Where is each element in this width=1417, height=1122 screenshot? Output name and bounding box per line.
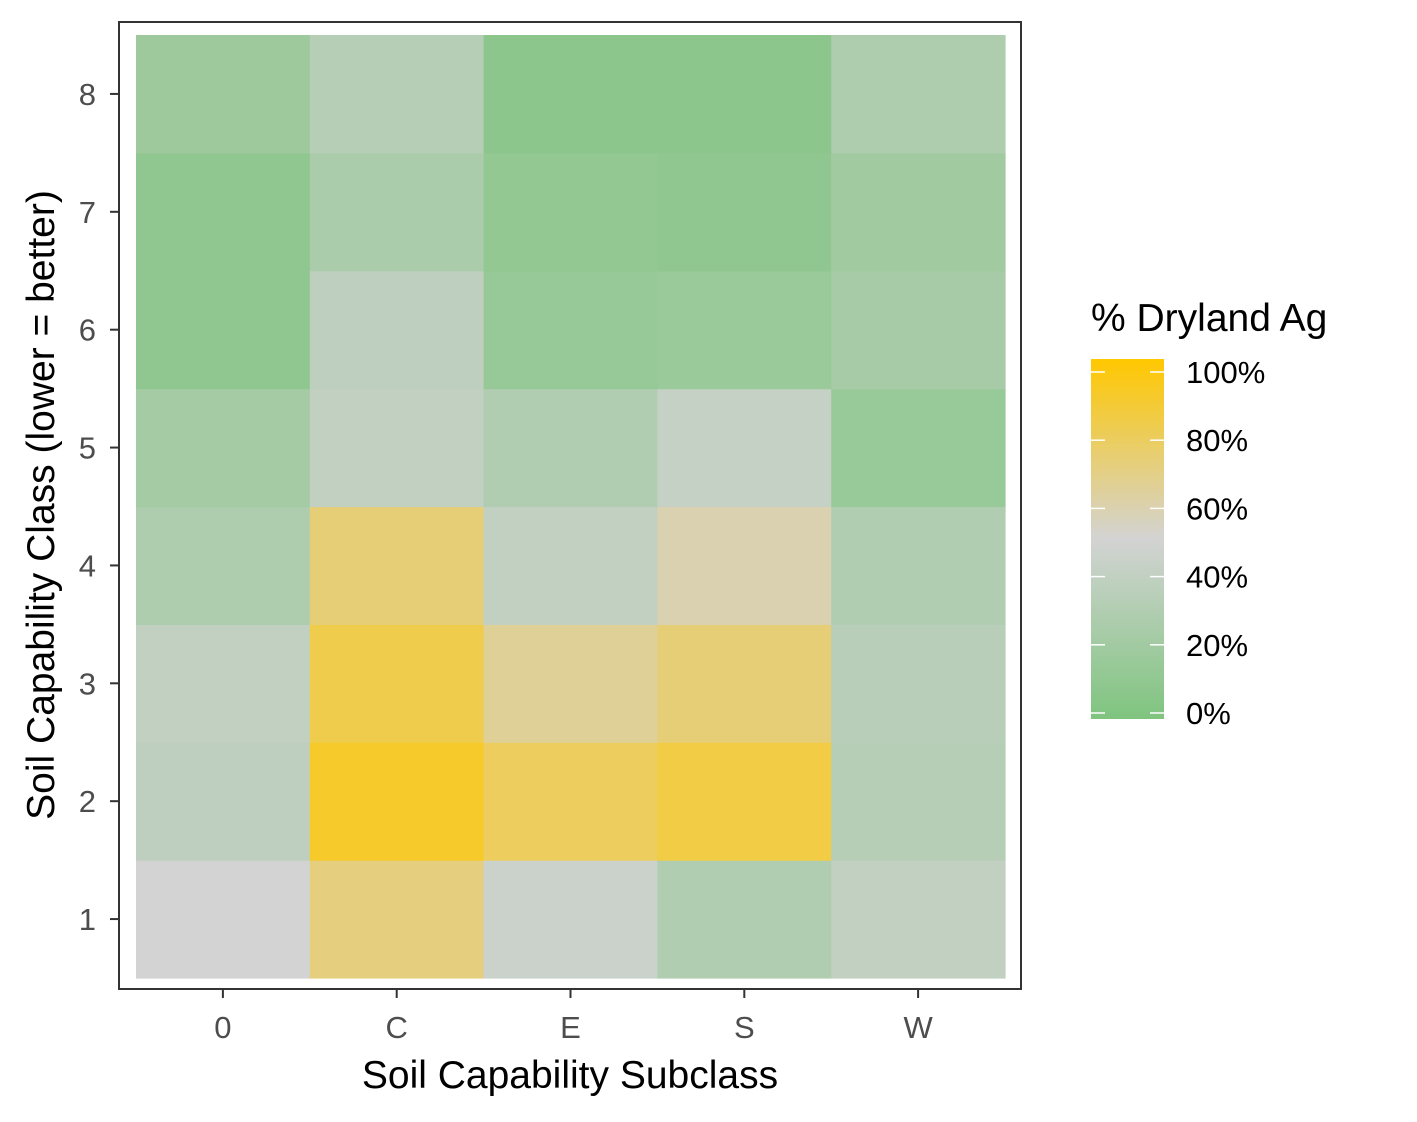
heatmap-cell-1-E	[483, 860, 658, 979]
heatmap-cell-1-0	[136, 860, 311, 979]
heatmap-cell-8-W	[831, 35, 1006, 154]
heatmap-cell-8-C	[309, 35, 485, 154]
heatmap-cell-1-C	[309, 860, 485, 979]
x-tick-label-0: 0	[214, 1010, 231, 1045]
heatmap-cell-2-S	[657, 742, 832, 861]
legend-label-40: 40%	[1186, 560, 1248, 595]
y-tick-label-1: 1	[79, 902, 96, 937]
heatmap-cell-4-W	[831, 506, 1006, 625]
heatmap-cell-6-0	[136, 270, 311, 390]
x-tick-label-W: W	[903, 1010, 933, 1045]
heatmap-cell-5-0	[136, 388, 311, 508]
heatmap-cell-5-S	[657, 388, 832, 508]
heatmap-cell-7-S	[657, 152, 832, 272]
heatmap-cell-8-E	[483, 35, 658, 154]
legend-ticks: 0% 20% 40% 60% 80% 100%	[1091, 355, 1265, 731]
y-axis-title: Soil Capability Class (lower = better)	[20, 190, 63, 820]
heatmap-cell-2-C	[309, 742, 485, 861]
heatmap-cell-2-E	[483, 742, 658, 861]
heatmap-cell-4-0	[136, 506, 311, 625]
legend-colorbar	[1091, 359, 1164, 719]
heatmap-cell-1-S	[657, 860, 832, 979]
y-tick-label-6: 6	[79, 313, 96, 348]
heatmap-cell-5-W	[831, 388, 1006, 508]
heatmap-cell-1-W	[831, 860, 1006, 979]
legend-label-80: 80%	[1186, 423, 1248, 458]
legend-label-100: 100%	[1186, 355, 1265, 390]
x-tick-label-S: S	[734, 1010, 755, 1045]
heatmap-cell-3-W	[831, 624, 1006, 743]
heatmap-cell-7-C	[309, 152, 485, 272]
y-tick-label-3: 3	[79, 666, 96, 701]
heatmap-cell-3-E	[483, 624, 658, 743]
heatmap-cell-8-0	[136, 35, 311, 154]
y-tick-label-7: 7	[79, 195, 96, 230]
legend-title: % Dryland Ag	[1091, 297, 1327, 340]
heatmap-cell-8-S	[657, 35, 832, 154]
heatmap-cell-4-C	[309, 506, 485, 625]
heatmap-cell-7-0	[136, 152, 311, 272]
y-tick-label-2: 2	[79, 784, 96, 819]
heatmap-cell-4-S	[657, 506, 832, 625]
x-axis: 0 C E S W	[214, 989, 933, 1045]
heatmap-cell-7-E	[483, 152, 658, 272]
heatmap-cell-3-S	[657, 624, 832, 743]
x-tick-label-E: E	[560, 1010, 581, 1045]
y-tick-label-5: 5	[79, 431, 96, 466]
y-tick-label-4: 4	[79, 548, 96, 583]
heatmap-cell-6-E	[483, 270, 658, 390]
heatmap-cell-2-0	[136, 742, 311, 861]
heatmap-cell-2-W	[831, 742, 1006, 861]
heatmap-cell-7-W	[831, 152, 1006, 272]
x-axis-title: Soil Capability Subclass	[362, 1054, 778, 1097]
heatmap-tiles	[136, 35, 1006, 979]
heatmap-cell-6-C	[309, 270, 485, 390]
legend: % Dryland Ag 0% 20% 40% 60% 80% 100%	[1091, 297, 1327, 731]
heatmap-cell-5-C	[309, 388, 485, 508]
heatmap-cell-3-0	[136, 624, 311, 743]
heatmap-cell-3-C	[309, 624, 485, 743]
legend-label-60: 60%	[1186, 491, 1248, 526]
legend-label-0: 0%	[1186, 696, 1231, 731]
legend-label-20: 20%	[1186, 628, 1248, 663]
y-axis: 1 2 3 4 5 6 7 8	[79, 77, 119, 937]
heatmap-cell-6-W	[831, 270, 1006, 390]
heatmap-cell-6-S	[657, 270, 832, 390]
heatmap-cell-4-E	[483, 506, 658, 625]
x-tick-label-C: C	[386, 1010, 408, 1045]
y-tick-label-8: 8	[79, 77, 96, 112]
heatmap-cell-5-E	[483, 388, 658, 508]
